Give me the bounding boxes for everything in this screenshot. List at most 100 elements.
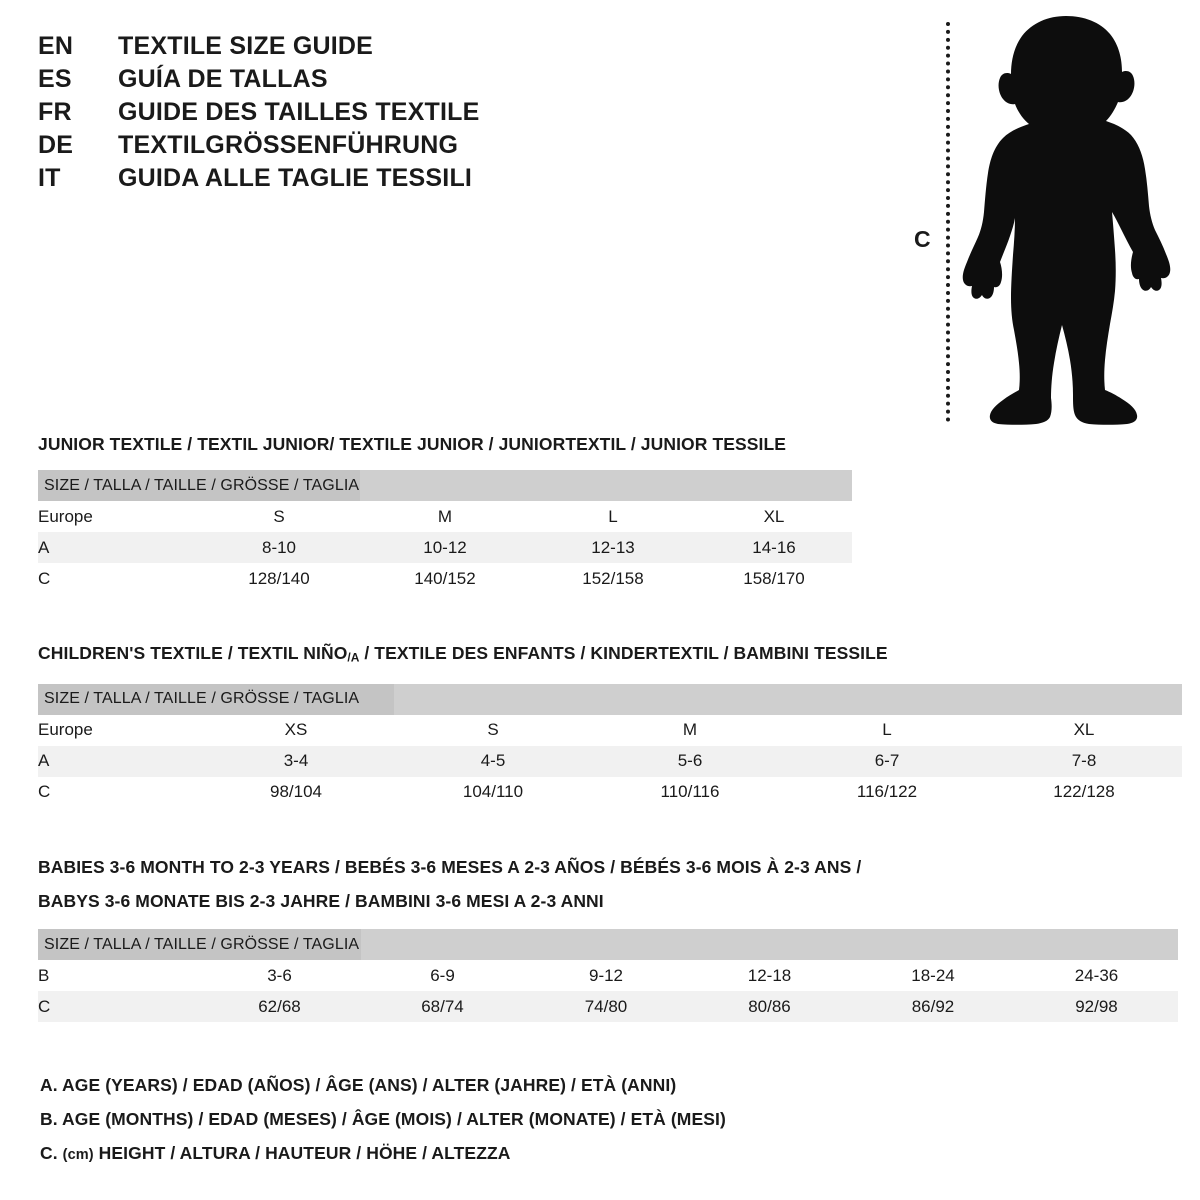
size-band-filler — [360, 470, 852, 501]
table-row: C 62/68 68/74 74/80 80/86 86/92 92/98 — [38, 991, 1178, 1022]
row-label: C — [38, 991, 198, 1022]
size-band-label: SIZE / TALLA / TAILLE / GRÖSSE / TAGLIA — [38, 683, 394, 715]
size-band-filler — [394, 683, 1182, 715]
language-code: ES — [38, 65, 72, 93]
language-title: GUIDE DES TAILLES TEXTILE — [118, 98, 480, 126]
size-band-label: SIZE / TALLA / TAILLE / GRÖSSE / TAGLIA — [38, 470, 360, 501]
table-cell: XS — [198, 714, 394, 746]
table-cell: L — [530, 501, 696, 532]
table-row: C 128/140 140/152 152/158 158/170 — [38, 563, 852, 594]
row-label: Europe — [38, 714, 198, 746]
legend-line-a: A. AGE (YEARS) / EDAD (AÑOS) / ÂGE (ANS)… — [40, 1075, 677, 1095]
table-cell: 6-9 — [361, 960, 524, 991]
legend-line-c-unit: (cm) — [62, 1147, 94, 1163]
language-code: FR — [38, 98, 72, 126]
section-junior-textile: JUNIOR TEXTILE / TEXTIL JUNIOR/ TEXTILE … — [38, 432, 852, 594]
legend-line-b: B. AGE (MONTHS) / EDAD (MESES) / ÂGE (MO… — [40, 1109, 726, 1129]
section-babies-textile: BABIES 3-6 MONTH TO 2-3 YEARS / BEBÉS 3-… — [38, 855, 1178, 1022]
table-row: Europe XS S M L XL — [38, 714, 1182, 746]
legend-line-c: C. (cm) HEIGHT / ALTURA / HAUTEUR / HÖHE… — [40, 1136, 940, 1172]
babies-size-table: SIZE / TALLA / TAILLE / GRÖSSE / TAGLIA … — [38, 929, 1178, 1022]
table-band-row: SIZE / TALLA / TAILLE / GRÖSSE / TAGLIA — [38, 683, 1182, 715]
section-heading-babies-line2: BABYS 3-6 MONATE BIS 2-3 JAHRE / BAMBINI… — [38, 891, 604, 911]
language-title: TEXTILGRÖSSENFÜHRUNG — [118, 131, 459, 159]
table-cell: 14-16 — [696, 532, 852, 563]
table-cell: 140/152 — [360, 563, 530, 594]
table-cell: 98/104 — [198, 776, 394, 808]
language-row: EN TEXTILE SIZE GUIDE — [38, 30, 598, 63]
row-label: C — [38, 563, 198, 594]
row-label: C — [38, 776, 198, 808]
row-label: A — [38, 532, 198, 563]
table-cell: 8-10 — [198, 532, 360, 563]
table-row: A 8-10 10-12 12-13 14-16 — [38, 532, 852, 563]
table-cell: 152/158 — [530, 563, 696, 594]
language-title: GUIDA ALLE TAGLIE TESSILI — [118, 164, 473, 192]
table-cell: 110/116 — [592, 776, 788, 808]
junior-size-table: SIZE / TALLA / TAILLE / GRÖSSE / TAGLIA … — [38, 470, 852, 594]
language-code: IT — [38, 164, 61, 192]
language-code: DE — [38, 131, 74, 159]
table-cell: S — [394, 714, 592, 746]
size-band-filler — [361, 929, 1178, 960]
section-heading-children: CHILDREN'S TEXTILE / TEXTIL NIÑO/A / TEX… — [38, 641, 1182, 670]
table-cell: S — [198, 501, 360, 532]
table-cell: 62/68 — [198, 991, 361, 1022]
children-size-table: SIZE / TALLA / TAILLE / GRÖSSE / TAGLIA … — [38, 683, 1182, 808]
table-cell: 122/128 — [986, 776, 1182, 808]
table-cell: 18-24 — [851, 960, 1015, 991]
section-heading-junior: JUNIOR TEXTILE / TEXTIL JUNIOR/ TEXTILE … — [38, 434, 787, 454]
table-row: Europe S M L XL — [38, 501, 852, 532]
language-row: FR GUIDE DES TAILLES TEXTILE — [38, 96, 598, 129]
height-marker-label: C — [914, 226, 931, 252]
section-heading-children-sub: /A — [347, 650, 360, 665]
table-cell: 74/80 — [524, 991, 688, 1022]
table-cell: 24-36 — [1015, 960, 1178, 991]
section-heading-children-prefix: CHILDREN'S TEXTILE / TEXTIL NIÑO — [38, 643, 348, 663]
table-cell: 68/74 — [361, 991, 524, 1022]
table-cell: 6-7 — [788, 745, 986, 777]
section-children-textile: CHILDREN'S TEXTILE / TEXTIL NIÑO/A / TEX… — [38, 641, 1182, 808]
row-label: Europe — [38, 501, 198, 532]
table-cell: M — [360, 501, 530, 532]
legend-line-c-suffix: HEIGHT / ALTURA / HAUTEUR / HÖHE / ALTEZ… — [93, 1143, 511, 1163]
legend-line-c-prefix: C. — [40, 1143, 63, 1163]
section-heading-babies-line1: BABIES 3-6 MONTH TO 2-3 YEARS / BEBÉS 3-… — [38, 857, 862, 877]
table-cell: 128/140 — [198, 563, 360, 594]
height-diagram: C — [900, 10, 1175, 430]
height-dashed-line — [946, 22, 950, 422]
table-cell: 92/98 — [1015, 991, 1178, 1022]
table-cell: XL — [986, 714, 1182, 746]
row-label: B — [38, 960, 198, 991]
table-cell: XL — [696, 501, 852, 532]
size-band-label: SIZE / TALLA / TAILLE / GRÖSSE / TAGLIA — [38, 929, 361, 960]
language-row: ES GUÍA DE TALLAS — [38, 63, 598, 96]
table-cell: 5-6 — [592, 745, 788, 777]
language-code: EN — [38, 32, 74, 60]
table-cell: 3-6 — [198, 960, 361, 991]
table-cell: 9-12 — [524, 960, 688, 991]
table-cell: 12-13 — [530, 532, 696, 563]
language-title: GUÍA DE TALLAS — [118, 65, 328, 93]
table-cell: 86/92 — [851, 991, 1015, 1022]
row-label: A — [38, 745, 198, 777]
table-cell: L — [788, 714, 986, 746]
table-cell: 12-18 — [688, 960, 851, 991]
table-band-row: SIZE / TALLA / TAILLE / GRÖSSE / TAGLIA — [38, 470, 852, 501]
table-cell: 80/86 — [688, 991, 851, 1022]
language-title: TEXTILE SIZE GUIDE — [118, 32, 374, 60]
table-row: A 3-4 4-5 5-6 6-7 7-8 — [38, 745, 1182, 777]
language-row: IT GUIDA ALLE TAGLIE TESSILI — [38, 162, 598, 195]
table-cell: 158/170 — [696, 563, 852, 594]
legend-block: A. AGE (YEARS) / EDAD (AÑOS) / ÂGE (ANS)… — [40, 1068, 940, 1172]
section-heading-children-suffix: / TEXTILE DES ENFANTS / KINDERTEXTIL / B… — [359, 643, 888, 663]
toddler-silhouette — [958, 14, 1173, 426]
table-row: B 3-6 6-9 9-12 12-18 18-24 24-36 — [38, 960, 1178, 991]
table-cell: 4-5 — [394, 745, 592, 777]
table-cell: 104/110 — [394, 776, 592, 808]
language-title-block: EN TEXTILE SIZE GUIDE ES GUÍA DE TALLAS … — [38, 30, 598, 195]
table-band-row: SIZE / TALLA / TAILLE / GRÖSSE / TAGLIA — [38, 929, 1178, 960]
table-cell: M — [592, 714, 788, 746]
table-cell: 7-8 — [986, 745, 1182, 777]
table-row: C 98/104 104/110 110/116 116/122 122/128 — [38, 776, 1182, 808]
